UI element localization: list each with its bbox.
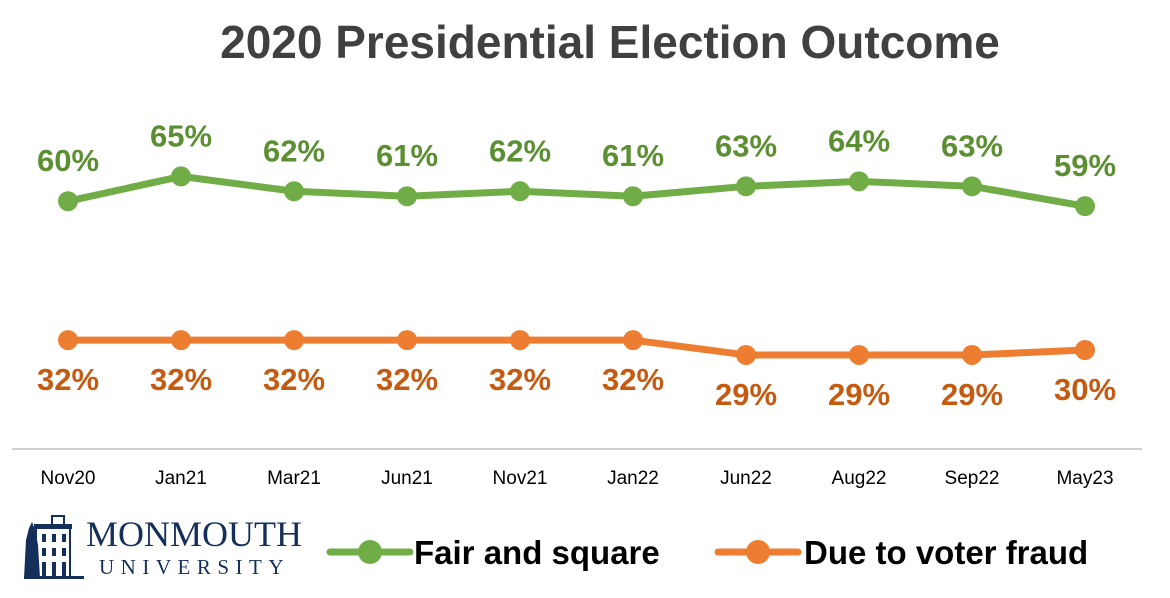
x-tick-label: Jun22 — [720, 468, 772, 489]
monmouth-logo: MONMOUTH UNIVERSITY — [24, 514, 302, 579]
logo-line2: UNIVERSITY — [99, 555, 290, 579]
data-label: 30% — [1054, 372, 1116, 407]
legend-label-0: Fair and square — [414, 534, 660, 571]
data-label: 32% — [150, 362, 212, 397]
data-point — [284, 330, 304, 351]
x-tick-label: Nov21 — [493, 468, 548, 489]
data-point — [736, 344, 756, 365]
building-icon — [24, 515, 84, 579]
data-label: 65% — [150, 118, 212, 153]
data-label: 60% — [37, 143, 99, 178]
data-label: 29% — [715, 377, 777, 412]
data-label: 32% — [376, 362, 438, 397]
data-point — [623, 330, 643, 351]
data-label: 32% — [489, 362, 551, 397]
data-point — [1075, 196, 1095, 217]
data-point — [171, 166, 191, 187]
legend-marker-1 — [746, 540, 770, 564]
data-point — [397, 186, 417, 207]
legend: Fair and square Due to voter fraud — [326, 534, 1088, 571]
data-point — [284, 181, 304, 202]
data-label: 63% — [941, 128, 1003, 163]
data-label: 29% — [941, 377, 1003, 412]
data-point — [397, 330, 417, 351]
data-label: 63% — [715, 128, 777, 163]
data-label: 64% — [828, 123, 890, 158]
series-line-1 — [68, 336, 1086, 359]
chart-title: 2020 Presidential Election Outcome — [220, 16, 1000, 68]
series-line-0 — [67, 172, 1086, 210]
logo-line1: MONMOUTH — [86, 514, 302, 554]
data-point — [962, 344, 982, 365]
legend-label-1: Due to voter fraud — [804, 534, 1088, 571]
data-point — [171, 330, 191, 351]
x-tick-label: Jun21 — [381, 468, 433, 489]
x-tick-label: Aug22 — [832, 468, 887, 489]
data-label: 29% — [828, 377, 890, 412]
data-point — [1075, 340, 1095, 360]
data-point — [849, 344, 869, 365]
x-tick-label: Jan21 — [155, 468, 207, 489]
data-point — [962, 176, 982, 197]
data-label: 59% — [1054, 148, 1116, 183]
x-tick-label: Sep22 — [945, 468, 1000, 489]
data-point — [623, 186, 643, 207]
data-point — [510, 330, 530, 351]
legend-marker-0 — [358, 540, 382, 564]
data-point — [510, 181, 530, 202]
data-point — [58, 191, 78, 212]
data-label: 62% — [489, 133, 551, 168]
data-label: 32% — [263, 362, 325, 397]
x-tick-label: Nov20 — [41, 468, 96, 489]
x-tick-label: Jan22 — [607, 468, 659, 489]
data-point — [58, 330, 78, 351]
data-label: 61% — [602, 138, 664, 173]
data-point — [736, 176, 756, 197]
x-tick-label: May23 — [1056, 468, 1113, 489]
data-label: 32% — [37, 362, 99, 397]
x-tick-label: Mar21 — [267, 468, 321, 489]
data-label: 32% — [602, 362, 664, 397]
data-label: 61% — [376, 138, 438, 173]
data-label: 62% — [263, 133, 325, 168]
data-point — [849, 171, 869, 192]
